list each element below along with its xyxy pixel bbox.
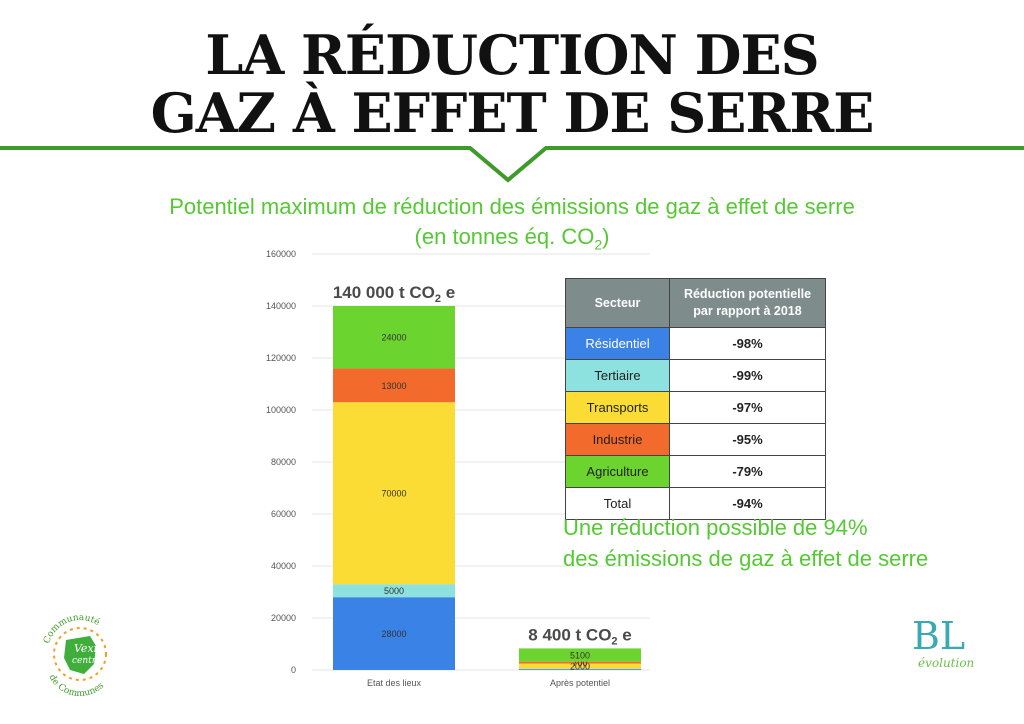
table-cell-value: -98% (669, 327, 826, 360)
data-label: 28000 (381, 629, 406, 639)
title-line-1: LA RÉDUCTION DES (205, 23, 819, 87)
y-tick-label: 160000 (266, 249, 296, 259)
logo-mark: BL (912, 614, 966, 658)
bar-segment-agriculture (519, 648, 641, 662)
y-tick-label: 40000 (271, 561, 296, 571)
table-row: Résidentiel -98% (565, 327, 826, 360)
table-row: Tertiaire -99% (565, 359, 826, 392)
table-header-reduction: Réduction potentielle par rapport à 2018 (669, 278, 826, 328)
vexin-centre-logo: Communauté de Communes Vexin centre (42, 613, 107, 696)
chart-subtitle: Potentiel maximum de réduction des émiss… (0, 192, 1024, 259)
conclusion-text: Une réduction possible de 94% des émissi… (563, 512, 928, 574)
data-label: 700 (572, 658, 587, 668)
logo-subtext: évolution (918, 656, 975, 670)
table-cell-sector: Total (565, 487, 670, 520)
y-tick-label: 60000 (271, 509, 296, 519)
bar-segment-agriculture (333, 306, 455, 369)
data-label: 70000 (381, 489, 406, 499)
y-tick-label: 20000 (271, 613, 296, 623)
bar-segment-industrie (333, 368, 455, 403)
table-cell-value: -79% (669, 455, 826, 488)
bar-segment-tertiaire (333, 584, 455, 598)
total-label: 8 400 t CO2 e (528, 625, 631, 647)
table-cell-sector: Agriculture (565, 455, 670, 488)
y-tick-label: 0 (291, 665, 296, 675)
conclusion-line-1: Une réduction possible de 94% (563, 515, 868, 540)
bar-segment-transports (519, 663, 641, 669)
table-cell-sector: Résidentiel (565, 327, 670, 360)
table-cell-value: -94% (669, 487, 826, 520)
subtitle-line-1: Potentiel maximum de réduction des émiss… (169, 194, 855, 219)
page-title: LA RÉDUCTION DES GAZ À EFFET DE SERRE (0, 26, 1024, 142)
table-cell-value: -97% (669, 391, 826, 424)
x-tick-label: Etat des lieux (367, 678, 422, 688)
table-row: Agriculture -79% (565, 455, 826, 488)
bar-segment-transports (333, 402, 455, 585)
table-row: Transports -97% (565, 391, 826, 424)
table-header-sector: Secteur (565, 278, 670, 328)
table-row: Industrie -95% (565, 423, 826, 456)
data-label: 24000 (381, 333, 406, 343)
table-cell-sector: Industrie (565, 423, 670, 456)
table-cell-value: -95% (669, 423, 826, 456)
table-row: Total -94% (565, 487, 826, 520)
x-tick-label: Après potentiel (550, 678, 610, 688)
logo-text-name1: Vexin (74, 642, 104, 655)
title-line-2: GAZ À EFFET DE SERRE (150, 81, 875, 145)
logo-text-bottom: de Communes (47, 673, 107, 696)
title-divider (0, 146, 1024, 183)
reduction-table: Secteur Réduction potentielle par rapport… (565, 278, 826, 520)
table-cell-sector: Transports (565, 391, 670, 424)
y-tick-label: 100000 (266, 405, 296, 415)
conclusion-line-2: des émissions de gaz à effet de serre (563, 546, 929, 571)
data-label: 13000 (381, 381, 406, 391)
subtitle-line-2: (en tonnes éq. CO2) (414, 224, 610, 253)
bar-segment-residentiel (333, 597, 455, 670)
table-cell-sector: Tertiaire (565, 359, 670, 392)
y-tick-label: 140000 (266, 301, 296, 311)
y-tick-label: 80000 (271, 457, 296, 467)
stacked-bar-chart: 0 20000 40000 60000 80000 100000 120000 140000 1… (266, 249, 650, 688)
total-label: 140 000 t CO2 e (333, 283, 455, 305)
table-cell-value: -99% (669, 359, 826, 392)
bar-segment-tertiaire (519, 668, 641, 670)
data-label: 5100 (570, 651, 590, 661)
bar-segment-residentiel (519, 668, 641, 670)
svg-text:de Communes: de Communes (47, 673, 107, 696)
bar-segment-industrie (519, 661, 641, 664)
logo-text-name2: centre (72, 656, 101, 666)
data-label: 2000 (570, 662, 590, 672)
y-tick-label: 120000 (266, 353, 296, 363)
data-label: 5000 (384, 586, 404, 596)
